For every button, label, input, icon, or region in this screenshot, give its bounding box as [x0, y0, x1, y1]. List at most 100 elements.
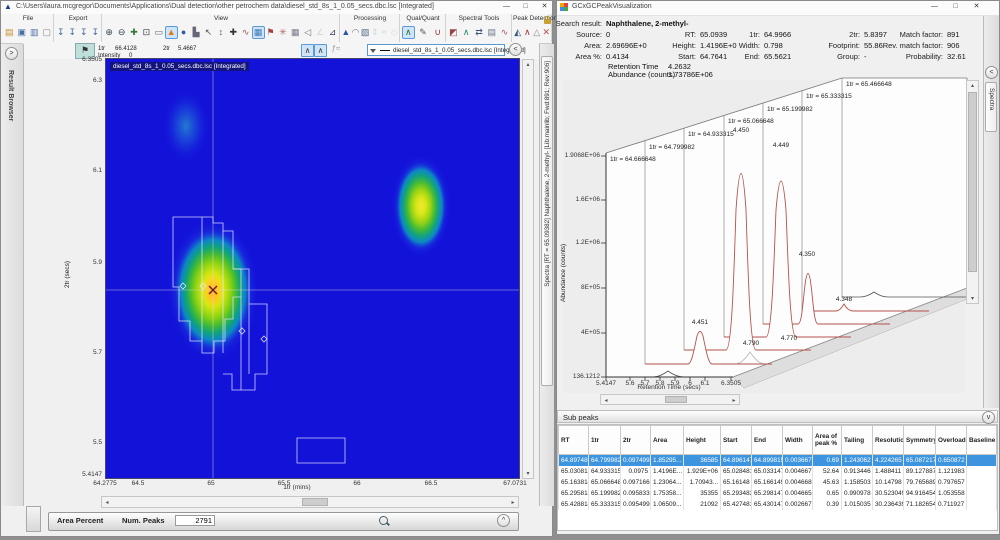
pv-scrollbar-thumb[interactable]	[968, 92, 977, 272]
export-report-icon[interactable]: ↧	[79, 26, 88, 37]
subpeaks-column-header[interactable]: Baseline	[966, 425, 997, 455]
edit-quant-icon[interactable]: ✎	[419, 26, 427, 37]
export-all-icon[interactable]: ↧	[91, 26, 100, 37]
statusbar-grip[interactable]	[26, 506, 41, 532]
export-data-icon[interactable]: ↧	[68, 26, 77, 37]
subpeaks-column-header[interactable]: Area of peak %	[812, 425, 842, 455]
subpeaks-column-header[interactable]: Overload	[935, 425, 967, 455]
result-browser-tab[interactable]: Result Browser	[7, 70, 14, 122]
minimize-button[interactable]: —	[503, 3, 510, 10]
baseline-icon[interactable]: ◠	[351, 26, 360, 37]
full-view-icon[interactable]: ⊡	[142, 26, 151, 37]
collapse-statusbar-button[interactable]: ^	[497, 514, 510, 527]
subpeaks-column-header[interactable]: Area	[650, 425, 684, 455]
fit-icon[interactable]: ⊿	[328, 26, 337, 37]
cursor-icon[interactable]: ↖	[204, 26, 213, 37]
detect-icon[interactable]: ▲	[341, 26, 351, 37]
chart-icon[interactable]: ∿	[241, 26, 250, 37]
close-file-icon[interactable]: ▢	[42, 26, 51, 37]
audio-icon[interactable]: ◁	[304, 26, 312, 37]
peak-spectrum-icon[interactable]: ∧	[462, 26, 470, 37]
pan-icon[interactable]: ✚	[130, 26, 138, 37]
subpeaks-column-header[interactable]: End	[751, 425, 783, 455]
pv-vertical-scrollbar[interactable]: ▴ ▾	[966, 80, 979, 304]
close-button[interactable]: ✕	[541, 3, 548, 10]
pv-scroll-right-icon[interactable]: ▸	[732, 398, 736, 404]
collapse-right-panel-button[interactable]: <	[509, 43, 522, 56]
globe-icon[interactable]: ●	[180, 26, 187, 37]
marker-icon[interactable]: ↕	[218, 26, 224, 37]
colorize-icon[interactable]: ▲	[164, 25, 178, 39]
split-peak-icon[interactable]: △	[533, 26, 541, 37]
align-icon[interactable]: ⇕	[371, 26, 379, 37]
subpeak-row[interactable]: 65.428814 65.333315 0.095499 1.06509... 2109…	[558, 499, 997, 510]
zoom-out-icon[interactable]: ⊖	[117, 26, 126, 37]
filter-icon[interactable]: ▧	[360, 26, 370, 37]
compare-spectra-icon[interactable]: ⇄	[475, 26, 483, 37]
pv-close-button[interactable]: ✕	[973, 3, 980, 10]
subpeaks-column-header[interactable]: Start	[720, 425, 752, 455]
subpeak-row[interactable]: 65.163814 65.066648 0.097166 1.23064... 1.70…	[558, 477, 997, 488]
scrollbar-thumb[interactable]	[302, 498, 328, 506]
subpeaks-column-header[interactable]: RT	[558, 425, 589, 455]
selector-tool-icon[interactable]: ⚑	[75, 43, 95, 59]
pv-expand-spectra-button[interactable]: <	[985, 66, 998, 79]
angle-icon[interactable]: ∠	[316, 26, 325, 37]
subpeaks-column-header[interactable]: 2tr	[620, 425, 651, 455]
grid-icon[interactable]: ▦	[251, 25, 265, 39]
scroll-up-icon[interactable]: ▴	[526, 62, 530, 68]
intensity-icon[interactable]: ▙	[192, 26, 200, 37]
scroll-right-icon[interactable]: ▸	[511, 500, 515, 506]
spectra-tab[interactable]: Spectra [RT = 65.09382] Naphthalene, 2-m…	[541, 56, 553, 386]
pv-horizontal-scrollbar[interactable]: ◂ ▸	[600, 394, 740, 405]
plot-vertical-scrollbar[interactable]: ▴ ▾	[522, 59, 534, 479]
plot-horizontal-scrollbar[interactable]: ◂ ▸	[101, 496, 519, 508]
subpeak-row[interactable]: 64.897481 64.799982 0.097499 1.85295... 3658…	[558, 454, 997, 466]
subpeaks-collapse-button[interactable]: v	[982, 411, 995, 424]
spectrum-subtract-icon[interactable]: ◩	[449, 26, 458, 37]
subpeak-row[interactable]: 65.295814 65.199982 0.095833 1.75358... 3535…	[558, 488, 997, 499]
open-file-icon[interactable]: ▤	[4, 26, 14, 37]
zoom-in-icon[interactable]: ⊕	[105, 26, 113, 37]
subpeaks-column-header[interactable]: Width	[782, 425, 813, 455]
save-all-icon[interactable]: ▥	[29, 26, 39, 37]
calibrate-icon[interactable]: ∪	[434, 26, 441, 37]
search-magnifier-icon[interactable]	[379, 516, 388, 525]
peak-outline-toggle-icon[interactable]: ∧	[301, 44, 314, 57]
scroll-down-icon[interactable]: ▾	[526, 471, 530, 477]
pv-scroll-up-icon[interactable]: ▴	[970, 83, 974, 89]
pv-minimize-button[interactable]: —	[931, 3, 938, 10]
smooth-icon[interactable]: ≈	[382, 26, 387, 37]
pv-maximize-button[interactable]: □	[953, 3, 958, 10]
area-percent-label[interactable]: Area Percent	[57, 516, 104, 525]
burst-icon[interactable]: ✳	[279, 26, 287, 37]
quantify-icon[interactable]: ∧	[401, 25, 415, 39]
peak-marker-toggle-icon[interactable]: ∧	[314, 44, 327, 57]
scroll-left-icon[interactable]: ◂	[105, 500, 109, 506]
subpeaks-column-header[interactable]: 1tr	[588, 425, 621, 455]
resample-icon[interactable]: ◇	[390, 26, 398, 37]
merge-peaks-icon[interactable]: ∧	[523, 26, 531, 37]
chromatogram-selector[interactable]: diesel_std_8s_1_0.05_secs.dbc.lsc [Integ…	[367, 44, 526, 56]
expand-result-browser-button[interactable]: >	[5, 47, 18, 60]
gcxgc-contour-plot[interactable]	[105, 58, 520, 479]
main-titlebar[interactable]: ▲ C:\Users\laura.mcgregor\Documents\Appl…	[1, 1, 552, 15]
subpeaks-column-header[interactable]: Symmetry	[903, 425, 936, 455]
function-tool-icon[interactable]: ƒ≈	[331, 44, 341, 53]
subpeaks-column-header[interactable]: Height	[683, 425, 721, 455]
flag-icon[interactable]: ⚑	[266, 26, 275, 37]
save-icon[interactable]: ▣	[17, 26, 26, 37]
pv-titlebar[interactable]: GCxGCPeakVisualization — □ ✕	[557, 1, 999, 16]
subpeaks-header[interactable]: Sub peaks v	[557, 410, 998, 424]
pv-hscrollbar-thumb[interactable]	[665, 396, 687, 403]
export-image-icon[interactable]: ↧	[56, 26, 65, 37]
pv-scroll-down-icon[interactable]: ▾	[970, 296, 974, 302]
pv-scroll-left-icon[interactable]: ◂	[604, 398, 608, 404]
num-peaks-field[interactable]	[175, 515, 215, 526]
subpeaks-column-header[interactable]: Resolutio	[872, 425, 904, 455]
maximize-button[interactable]: □	[523, 3, 528, 10]
pv-spectra-tab[interactable]: Spectra	[985, 82, 997, 132]
detect-peaks-icon[interactable]: ◭	[514, 26, 522, 37]
subpeaks-column-header[interactable]: Tailing	[841, 425, 873, 455]
waterfall-3d-plot[interactable]	[556, 70, 986, 395]
